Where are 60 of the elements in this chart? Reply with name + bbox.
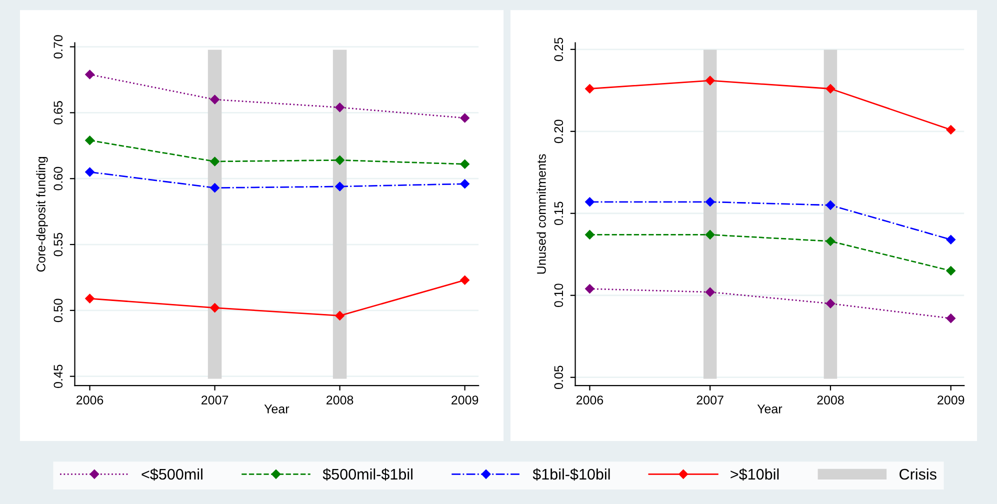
- point: [585, 197, 594, 207]
- y-tick-label: 0.70: [54, 35, 63, 58]
- point: [946, 234, 956, 244]
- point: [946, 266, 956, 276]
- y-axis-title: Unused commitments: [536, 154, 546, 274]
- y-tick-label: 0.65: [54, 101, 63, 124]
- point: [460, 179, 470, 189]
- point: [826, 236, 836, 246]
- point: [946, 125, 956, 134]
- y-tick-label: 0.20: [554, 120, 564, 144]
- point: [335, 182, 344, 192]
- point: [826, 200, 836, 210]
- x-axis-title: Year: [757, 404, 782, 414]
- point: [826, 84, 836, 94]
- point: [85, 167, 94, 177]
- point: [85, 136, 94, 146]
- legend-label: >$10bil: [730, 468, 779, 481]
- y-tick-label: 0.15: [554, 202, 564, 226]
- x-tick-label: 2006: [76, 396, 104, 404]
- x-tick-label: 2007: [696, 396, 724, 404]
- point: [85, 70, 94, 80]
- point: [210, 183, 220, 192]
- legend-label: $1bil-$10bil: [532, 468, 610, 481]
- point: [705, 76, 715, 86]
- x-tick-label: 2006: [576, 396, 604, 404]
- x-tick-label: 2007: [202, 396, 228, 404]
- point: [85, 294, 94, 304]
- x-axis-title: Year: [264, 404, 290, 414]
- y-tick-label: 0.45: [54, 364, 63, 388]
- point: [705, 197, 715, 207]
- point: [585, 84, 594, 94]
- y-axis-title: Core-deposit funding: [36, 156, 48, 272]
- legend-label: Crisis: [900, 468, 936, 480]
- point: [946, 314, 956, 323]
- x-tick-label: 2009: [938, 396, 964, 404]
- legend-label: $500mil-$1bil: [322, 468, 412, 481]
- point: [585, 284, 594, 294]
- x-tick-label: 2009: [452, 396, 478, 404]
- point: [460, 275, 470, 285]
- y-tick-label: 0.25: [554, 38, 564, 62]
- x-tick-label: 2008: [326, 396, 354, 404]
- y-tick-label: 0.50: [54, 298, 63, 322]
- point: [210, 303, 220, 312]
- legend-label: <$500mil: [142, 468, 202, 481]
- point: [460, 113, 470, 123]
- point: [335, 311, 344, 320]
- y-tick-label: 0.05: [554, 366, 564, 390]
- y-tick-label: 0.55: [54, 232, 63, 256]
- point: [705, 230, 715, 240]
- point: [210, 156, 220, 166]
- y-tick-label: 0.60: [54, 166, 63, 190]
- x-tick-label: 2008: [817, 396, 844, 404]
- point: [210, 94, 220, 104]
- y-tick-label: 0.10: [554, 284, 564, 308]
- point: [585, 230, 594, 240]
- point: [705, 287, 715, 297]
- point: [335, 102, 344, 112]
- point: [460, 159, 470, 169]
- point: [826, 298, 836, 308]
- point: [335, 156, 344, 165]
